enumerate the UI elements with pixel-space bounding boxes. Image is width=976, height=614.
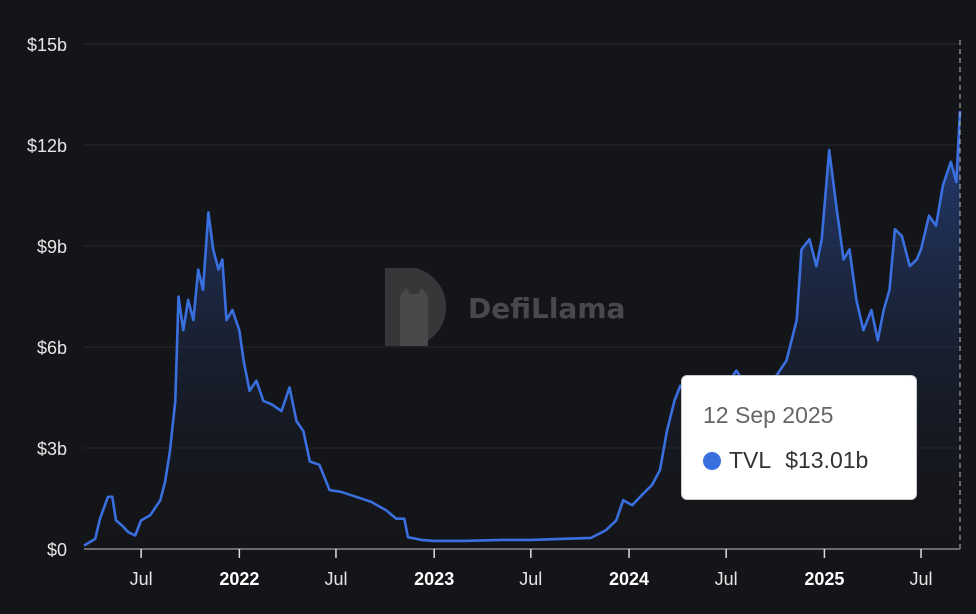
defillama-watermark: DefiLlama [385,268,625,346]
y-axis: $0 $3b $6b $9b $12b $15b [27,35,67,560]
x-tick-label: 2022 [219,569,259,589]
y-tick-label: $6b [37,338,67,358]
y-tick-label: $9b [37,237,67,257]
x-axis-ticks: Jul 2022 Jul 2023 Jul 2024 Jul 2025 Jul [130,549,933,589]
svg-text:DefiLlama: DefiLlama [468,292,625,325]
y-tick-label: $0 [47,540,67,560]
x-tick-label: 2023 [414,569,454,589]
x-tick-label: Jul [130,569,153,589]
tvl-line [83,110,962,547]
x-tick-label: Jul [519,569,542,589]
series-color-dot [703,451,721,470]
tooltip-series-row: TVL $13.01b [703,447,916,474]
tooltip-date: 12 Sep 2025 [703,402,834,428]
y-tick-label: $3b [37,439,67,459]
x-tick-label: Jul [715,569,738,589]
x-tick-label: Jul [910,569,933,589]
y-tick-label: $15b [27,35,67,55]
x-tick-label: 2025 [804,569,844,589]
tooltip: 12 Sep 2025 TVL $13.01b [681,375,917,500]
y-tick-label: $12b [27,136,67,156]
tooltip-value: $13.01b [785,447,869,473]
x-tick-label: 2024 [609,569,649,589]
tooltip-series-label: TVL [729,447,772,473]
x-tick-label: Jul [324,569,347,589]
